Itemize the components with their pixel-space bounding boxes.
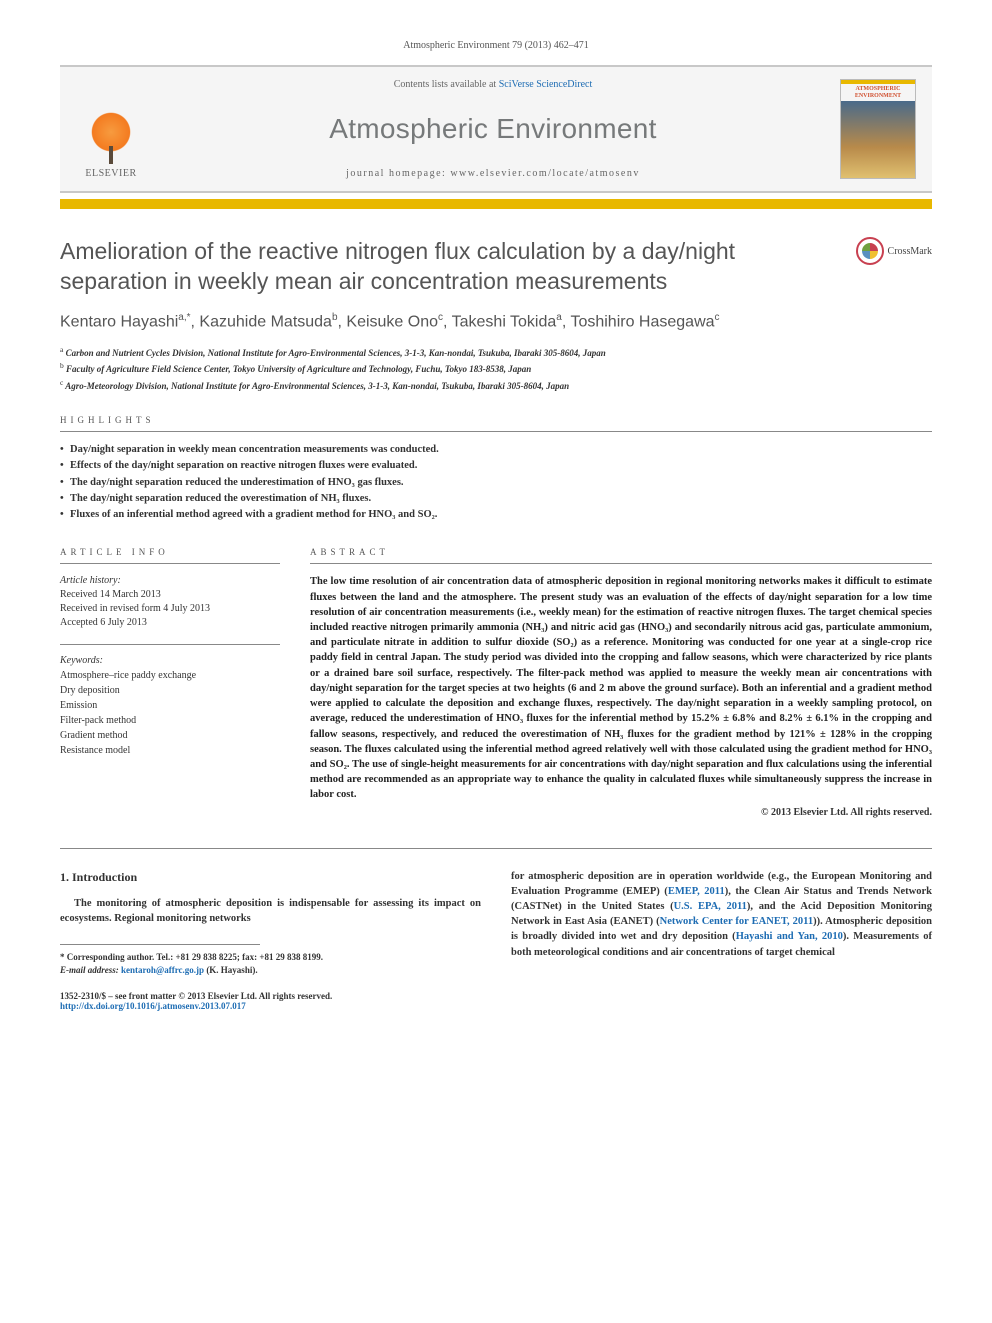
- keywords-list: Atmosphere–rice paddy exchangeDry deposi…: [60, 668, 280, 758]
- affiliations: a Carbon and Nutrient Cycles Division, N…: [60, 344, 932, 394]
- accepted-date: Accepted 6 July 2013: [60, 616, 280, 630]
- journal-name: Atmospheric Environment: [162, 113, 824, 145]
- email-suffix: (K. Hayashi).: [204, 965, 258, 975]
- contents-prefix: Contents lists available at: [394, 79, 499, 90]
- highlights-rule: [60, 431, 932, 432]
- highlight-item: Effects of the day/night separation on r…: [60, 458, 932, 474]
- article-title: Amelioration of the reactive nitrogen fl…: [60, 237, 836, 297]
- intro-right-para: for atmospheric deposition are in operat…: [511, 869, 932, 960]
- keyword: Dry deposition: [60, 683, 280, 698]
- keywords-hdr: Keywords:: [60, 655, 280, 666]
- citation-line: Atmospheric Environment 79 (2013) 462–47…: [60, 40, 932, 51]
- keyword: Gradient method: [60, 728, 280, 743]
- keyword: Filter-pack method: [60, 713, 280, 728]
- affiliation: a Carbon and Nutrient Cycles Division, N…: [60, 344, 932, 361]
- intro-left-para: The monitoring of atmospheric deposition…: [60, 896, 481, 926]
- crossmark-icon: [856, 237, 884, 265]
- affiliation: b Faculty of Agriculture Field Science C…: [60, 360, 932, 377]
- page-footer: 1352-2310/$ – see front matter © 2013 El…: [60, 991, 932, 1011]
- doi-link[interactable]: http://dx.doi.org/10.1016/j.atmosenv.201…: [60, 1001, 246, 1011]
- highlight-item: Day/night separation in weekly mean conc…: [60, 442, 932, 458]
- elsevier-text: ELSEVIER: [85, 168, 136, 179]
- keyword: Atmosphere–rice paddy exchange: [60, 668, 280, 683]
- keywords-rule: [60, 644, 280, 645]
- highlight-item: The day/night separation reduced the und…: [60, 475, 932, 491]
- journal-cover-thumbnail: ATMOSPHERIC ENVIRONMENT: [840, 79, 916, 179]
- highlight-item: The day/night separation reduced the ove…: [60, 491, 932, 507]
- front-matter: 1352-2310/$ – see front matter © 2013 El…: [60, 991, 332, 1001]
- received-date: Received 14 March 2013: [60, 588, 280, 602]
- abstract-label: ABSTRACT: [310, 547, 932, 557]
- email-label: E-mail address:: [60, 965, 121, 975]
- crossmark-badge[interactable]: CrossMark: [856, 237, 932, 265]
- body-rule: [60, 848, 932, 849]
- sciencedirect-link[interactable]: SciVerse ScienceDirect: [499, 79, 593, 90]
- authors: Kentaro Hayashia,*, Kazuhide Matsudab, K…: [60, 311, 932, 334]
- corr-line: * Corresponding author. Tel.: +81 29 838…: [60, 951, 481, 964]
- corr-email-link[interactable]: kentaroh@affrc.go.jp: [121, 965, 204, 975]
- intro-heading: 1. Introduction: [60, 869, 481, 886]
- abstract-rule: [310, 563, 932, 564]
- highlights-label: HIGHLIGHTS: [60, 415, 932, 425]
- abstract-text: The low time resolution of air concentra…: [310, 574, 932, 802]
- keyword: Emission: [60, 698, 280, 713]
- journal-homepage: journal homepage: www.elsevier.com/locat…: [162, 168, 824, 179]
- keyword: Resistance model: [60, 743, 280, 758]
- footnote-rule: [60, 944, 260, 945]
- intro-columns: 1. Introduction The monitoring of atmosp…: [60, 869, 932, 977]
- article-info-label: ARTICLE INFO: [60, 547, 280, 557]
- affiliation: c Agro-Meteorology Division, National In…: [60, 377, 932, 394]
- journal-header: ELSEVIER Contents lists available at Sci…: [60, 65, 932, 193]
- contents-line: Contents lists available at SciVerse Sci…: [162, 79, 824, 90]
- crossmark-label: CrossMark: [888, 246, 932, 257]
- revised-date: Received in revised form 4 July 2013: [60, 602, 280, 616]
- corresponding-author: * Corresponding author. Tel.: +81 29 838…: [60, 951, 481, 976]
- accent-bar: [60, 199, 932, 209]
- article-history: Article history: Received 14 March 2013 …: [60, 574, 280, 630]
- elsevier-logo: ELSEVIER: [76, 79, 146, 179]
- abstract-copyright: © 2013 Elsevier Ltd. All rights reserved…: [310, 807, 932, 818]
- elsevier-tree-icon: [81, 108, 141, 168]
- highlights-list: Day/night separation in weekly mean conc…: [60, 442, 932, 523]
- highlight-item: Fluxes of an inferential method agreed w…: [60, 507, 932, 523]
- cover-title: ATMOSPHERIC ENVIRONMENT: [841, 84, 915, 99]
- article-info-rule: [60, 563, 280, 564]
- history-hdr: Article history:: [60, 574, 280, 588]
